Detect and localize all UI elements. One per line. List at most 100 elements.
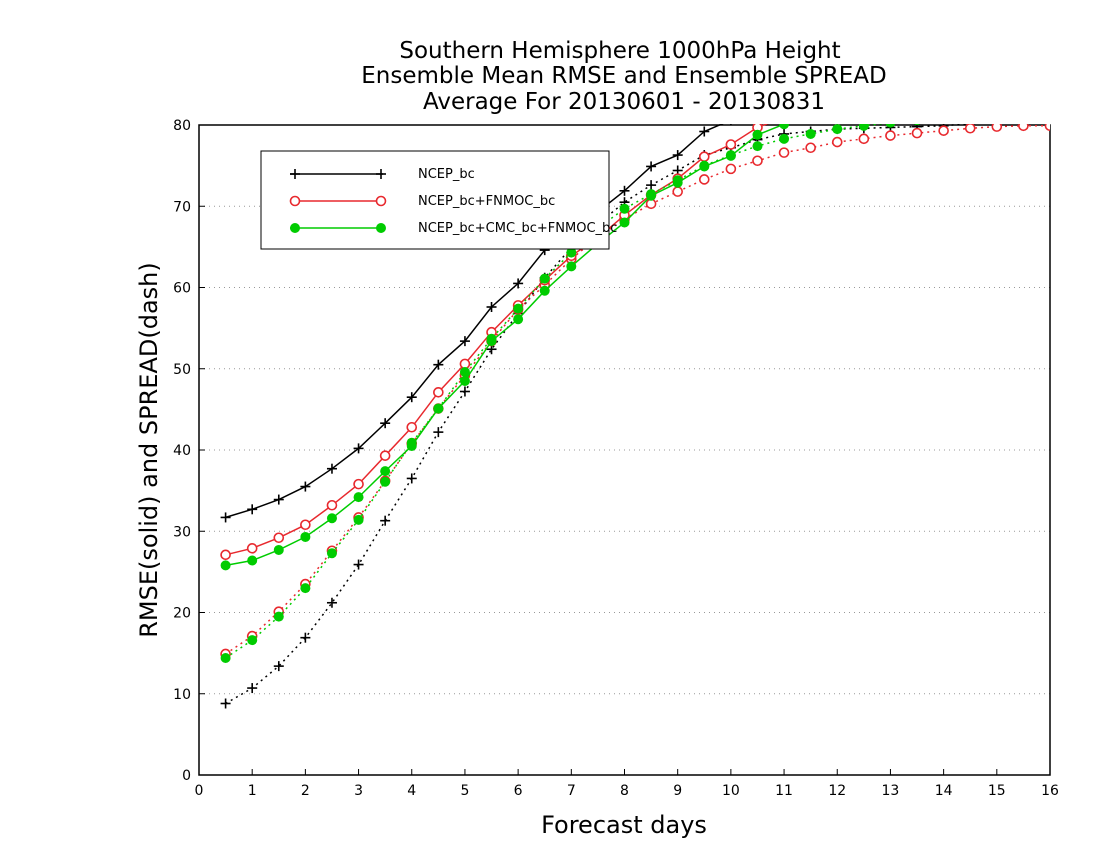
ncep-bc-rmse-point bbox=[406, 392, 417, 403]
ncep-bc-spread-point bbox=[433, 427, 444, 438]
ncep-bc-cmc-bc-fnmoc-bc-spread-point bbox=[539, 273, 550, 284]
legend: NCEP_bc NCEP_bc+FNMOC_bc NCEP_bc+CMC_bc+FN… bbox=[260, 150, 617, 250]
x-tick-label: 2 bbox=[301, 783, 310, 799]
legend-marker-ncep-bc bbox=[376, 169, 386, 179]
ncep-bc-cmc-bc-fnmoc-bc-spread-point bbox=[380, 476, 391, 487]
ncep-bc-rmse-point bbox=[992, 48, 1002, 58]
ncep-bc-rmse-point bbox=[380, 418, 391, 429]
ncep-bc-fnmoc-bc-spread-point bbox=[964, 124, 976, 134]
legend-label-ncep-bc-fnmoc-bc: NCEP_bc+FNMOC_bc bbox=[418, 194, 555, 209]
x-tick-label: 4 bbox=[407, 783, 416, 799]
ncep-bc-rmse-point bbox=[220, 512, 231, 523]
ncep-bc-cmc-bc-fnmoc-bc-spread-point bbox=[752, 141, 763, 152]
ncep-bc-cmc-bc-fnmoc-bc-rmse-point bbox=[539, 285, 550, 296]
ncep-bc-cmc-bc-fnmoc-bc-rmse-point bbox=[326, 513, 337, 524]
y-tick-label: 10 bbox=[173, 687, 191, 703]
ncep-bc-fnmoc-bc-spread-point bbox=[1018, 124, 1029, 132]
ncep-bc-spread-point bbox=[273, 661, 284, 672]
y-tick-label: 20 bbox=[173, 606, 191, 622]
ncep-bc-cmc-bc-fnmoc-bc-rmse-point bbox=[459, 375, 470, 386]
ncep-bc-rmse-point bbox=[1018, 44, 1028, 54]
chart-title-line-3: Average For 20130601 - 20130831 bbox=[423, 89, 825, 115]
ncep-bc-fnmoc-bc-rmse-point bbox=[406, 421, 418, 433]
ncep-bc-fnmoc-bc-rmse-line bbox=[225, 124, 770, 556]
ncep-bc-spread-point bbox=[1045, 112, 1055, 122]
ncep-bc-rmse-point bbox=[300, 481, 311, 492]
y-tick-label: 50 bbox=[173, 362, 191, 378]
ncep-bc-fnmoc-bc-spread-point bbox=[725, 163, 737, 175]
ncep-bc-cmc-bc-fnmoc-bc-rmse-point bbox=[699, 161, 710, 172]
ncep-bc-cmc-bc-fnmoc-bc-spread-point bbox=[858, 124, 869, 131]
ncep-bc-cmc-bc-fnmoc-bc-rmse-point bbox=[939, 80, 949, 90]
ncep-bc-cmc-bc-fnmoc-bc-rmse-point bbox=[965, 75, 975, 85]
ncep-bc-cmc-bc-fnmoc-bc-spread-point bbox=[885, 124, 896, 128]
ncep-bc-spread-point bbox=[220, 698, 231, 709]
ncep-bc-fnmoc-bc-rmse-point bbox=[966, 71, 975, 80]
x-tick-label: 10 bbox=[722, 783, 740, 799]
ncep-bc-fnmoc-bc-spread-point bbox=[991, 124, 1003, 132]
ncep-bc-fnmoc-bc-rmse-point bbox=[992, 67, 1001, 76]
ncep-bc-fnmoc-bc-spread-point bbox=[805, 142, 816, 154]
x-tick-label: 12 bbox=[828, 783, 846, 799]
ncep-bc-group bbox=[220, 44, 1055, 709]
ncep-bc-cmc-bc-fnmoc-bc-spread-point bbox=[513, 303, 524, 314]
ncep-bc-spread-point bbox=[247, 683, 258, 694]
ncep-bc-rmse-point bbox=[672, 150, 683, 161]
ncep-bc-cmc-bc-fnmoc-bc-rmse-point bbox=[885, 91, 895, 101]
ncep-bc-fnmoc-bc-spread-point bbox=[831, 136, 843, 148]
legend-marker-ncep-bc-fnmoc-bc bbox=[289, 195, 301, 207]
ncep-bc-spread-point bbox=[646, 180, 657, 191]
legend-marker-ncep-bc-cmc-bc-fnmoc-bc bbox=[376, 223, 386, 233]
chart-title-line-2: Ensemble Mean RMSE and Ensemble SPREAD bbox=[361, 63, 886, 89]
ncep-bc-cmc-bc-fnmoc-bc-rmse-point bbox=[380, 466, 391, 477]
ncep-bc-cmc-bc-fnmoc-bc-spread-point bbox=[805, 128, 816, 139]
ncep-bc-cmc-bc-fnmoc-bc-spread-point bbox=[992, 109, 1002, 119]
ncep-bc-cmc-bc-fnmoc-bc-rmse-point bbox=[646, 190, 657, 201]
ncep-bc-cmc-bc-fnmoc-bc-rmse-point bbox=[406, 440, 417, 451]
ncep-bc-cmc-bc-fnmoc-bc-rmse-point bbox=[220, 560, 231, 571]
ncep-bc-cmc-bc-fnmoc-bc-rmse-point bbox=[1018, 67, 1028, 77]
x-axis-label: Forecast days bbox=[541, 811, 707, 839]
ncep-bc-cmc-bc-fnmoc-bc-spread-line bbox=[225, 124, 886, 659]
ncep-bc-fnmoc-bc-rmse-point bbox=[1046, 60, 1055, 69]
ncep-bc-fnmoc-bc-rmse-point bbox=[379, 450, 391, 461]
ncep-bc-cmc-bc-fnmoc-bc-rmse-point bbox=[779, 124, 790, 130]
x-tick-label: 9 bbox=[673, 783, 682, 799]
legend-marker-ncep-bc-cmc-bc-fnmoc-bc bbox=[290, 223, 300, 233]
legend-label-ncep-bc: NCEP_bc bbox=[418, 167, 475, 182]
ncep-bc-cmc-bc-fnmoc-bc-spread-point bbox=[965, 110, 975, 120]
ncep-bc-fnmoc-bc-rmse-point bbox=[273, 532, 285, 544]
ncep-bc-rmse-point bbox=[247, 504, 258, 515]
ncep-bc-cmc-bc-fnmoc-bc-spread-point bbox=[619, 203, 630, 214]
ncep-bc-cmc-bc-fnmoc-bc-rmse-point bbox=[513, 314, 524, 325]
ncep-bc-cmc-bc-fnmoc-bc-spread-point bbox=[832, 124, 843, 135]
ncep-bc-spread-point bbox=[1018, 114, 1028, 124]
y-tick-label: 0 bbox=[182, 768, 191, 784]
chart-title-line-1: Southern Hemisphere 1000hPa Height bbox=[399, 38, 840, 64]
ncep-bc-rmse-line bbox=[225, 124, 724, 519]
ncep-bc-cmc-bc-fnmoc-bc-spread-point bbox=[326, 548, 337, 559]
ncep-bc-fnmoc-bc-spread-line bbox=[225, 125, 1050, 655]
ncep-bc-cmc-bc-fnmoc-bc-spread-point bbox=[220, 653, 231, 663]
ncep-bc-cmc-bc-fnmoc-bc-spread-point bbox=[300, 583, 311, 594]
y-axis-label: RMSE(solid) and SPREAD(dash) bbox=[135, 262, 163, 638]
ncep-bc-cmc-bc-fnmoc-bc-rmse-point bbox=[859, 96, 869, 106]
x-tick-label: 5 bbox=[460, 783, 469, 799]
ncep-bc-cmc-bc-fnmoc-bc-rmse-point bbox=[672, 177, 683, 188]
ncep-bc-cmc-bc-fnmoc-bc-group bbox=[220, 67, 1055, 663]
ncep-bc-fnmoc-bc-rmse-point bbox=[833, 99, 842, 108]
ncep-bc-fnmoc-bc-rmse-point bbox=[859, 92, 868, 101]
ncep-bc-cmc-bc-fnmoc-bc-spread-point bbox=[273, 611, 284, 622]
ncep-bc-cmc-bc-fnmoc-bc-rmse-point bbox=[725, 150, 736, 161]
x-tick-label: 16 bbox=[1041, 783, 1059, 799]
ncep-bc-cmc-bc-fnmoc-bc-spread-point bbox=[1045, 105, 1055, 115]
ncep-bc-cmc-bc-fnmoc-bc-rmse-point bbox=[619, 217, 630, 228]
legend-box bbox=[260, 150, 610, 250]
x-tick-label: 6 bbox=[514, 783, 523, 799]
ncep-bc-cmc-bc-fnmoc-bc-rmse-point bbox=[912, 85, 922, 95]
ncep-bc-fnmoc-bc-rmse-point bbox=[433, 387, 444, 398]
ncep-bc-cmc-bc-fnmoc-bc-rmse-point bbox=[247, 555, 258, 566]
ncep-bc-fnmoc-bc-rmse-point bbox=[300, 519, 311, 531]
ncep-bc-rmse-point bbox=[326, 463, 337, 474]
legend-marker-ncep-bc bbox=[290, 169, 300, 179]
